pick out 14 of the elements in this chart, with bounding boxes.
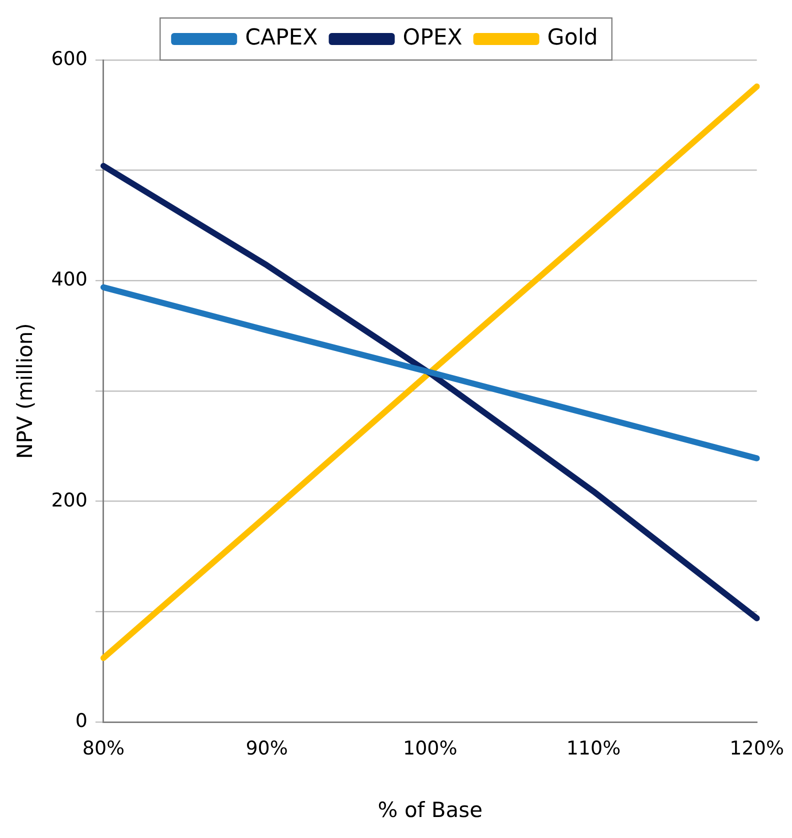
legend-label: OPEX	[402, 26, 462, 51]
y-tick-label: 600	[51, 48, 88, 70]
x-tick-label: 110%	[566, 737, 621, 760]
x-tick-label: 90%	[246, 737, 288, 760]
x-tick-label: 100%	[402, 737, 458, 760]
x-tick-label: 80%	[82, 737, 125, 760]
y-axis-title: NPV (million)	[13, 323, 38, 459]
y-tick-label: 0	[75, 710, 88, 732]
x-tick-label: 120%	[730, 737, 784, 760]
y-tick-label: 400	[51, 268, 88, 291]
x-axis-title: % of Base	[378, 798, 482, 822]
legend-label: CAPEX	[245, 26, 318, 51]
legend-label: Gold	[547, 26, 598, 51]
y-tick-label: 200	[51, 489, 88, 512]
